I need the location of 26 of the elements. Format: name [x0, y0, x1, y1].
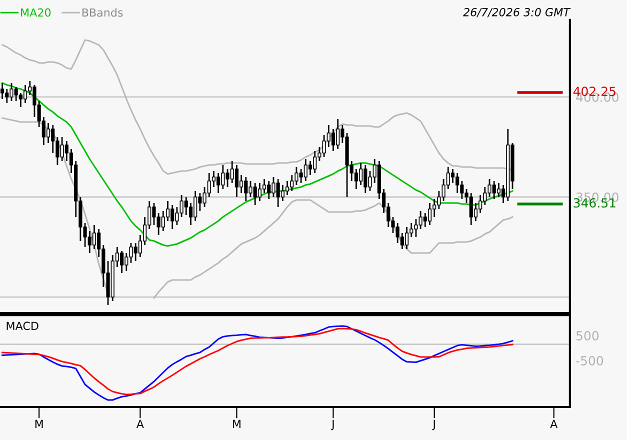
- candlestick: [428, 202, 432, 226]
- legend-label: MA20: [21, 8, 51, 17]
- candlestick: [331, 128, 336, 152]
- candlestick: [0, 82, 4, 100]
- candlestick: [285, 180, 290, 196]
- line-series: [2, 82, 514, 247]
- y-tick-label: -500: [576, 356, 604, 366]
- candlestick: [234, 164, 239, 198]
- candlestick: [404, 226, 409, 250]
- candlestick: [92, 224, 96, 250]
- chart-title: MACD: [6, 322, 38, 330]
- candlestick: [23, 84, 28, 104]
- x-tick-label: M: [233, 420, 240, 428]
- candlestick: [450, 168, 455, 184]
- candlestick: [46, 122, 50, 144]
- x-tick-label: A: [550, 420, 558, 428]
- x-tick-label: M: [35, 420, 43, 428]
- candlestick: [308, 160, 312, 176]
- y-tick-label: 500: [576, 331, 599, 340]
- x-tick-label: J: [432, 420, 435, 430]
- legend-label: BBands: [82, 8, 123, 17]
- x-tick-label: A: [136, 420, 144, 428]
- candlestick: [354, 168, 358, 190]
- x-tick-label: J: [331, 420, 334, 430]
- text: 26/7/2026 3:0 GMT: [463, 8, 571, 18]
- candlestick: [262, 178, 266, 194]
